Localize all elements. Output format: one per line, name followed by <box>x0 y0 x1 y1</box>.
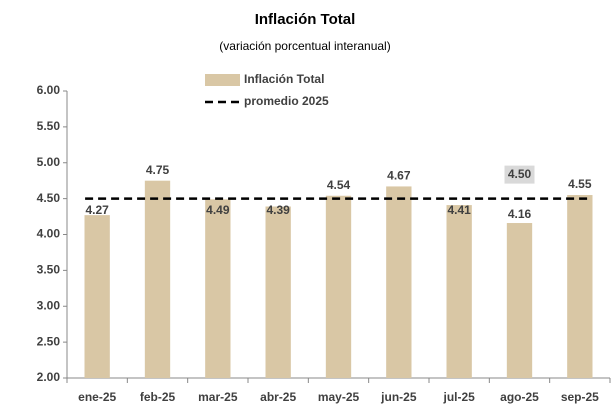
value-label: 4.16 <box>508 207 532 221</box>
x-tick-label: ago-25 <box>500 390 539 404</box>
y-tick-label: 5.50 <box>37 119 61 133</box>
value-label: 4.49 <box>206 203 230 217</box>
x-tick-label: jul-25 <box>442 390 475 404</box>
bar <box>567 195 593 378</box>
y-tick-label: 2.00 <box>37 370 61 384</box>
x-tick-label: ene-25 <box>78 390 116 404</box>
bar <box>144 180 171 378</box>
x-tick-label: sep-25 <box>561 390 599 404</box>
legend-label: Inflación Total <box>244 72 324 86</box>
value-label: 4.55 <box>568 177 592 191</box>
bar <box>205 199 231 378</box>
bar <box>506 223 533 378</box>
x-tick-label: feb-25 <box>140 390 176 404</box>
legend-swatch <box>205 74 240 86</box>
y-tick-label: 4.50 <box>37 191 61 205</box>
x-tick-label: may-25 <box>318 390 360 404</box>
y-tick-label: 3.50 <box>37 263 61 277</box>
bar <box>446 205 472 378</box>
average-label-box <box>504 165 535 184</box>
value-label: 4.54 <box>327 178 351 192</box>
average-label: 4.50 <box>508 167 532 181</box>
y-tick-label: 2.50 <box>37 334 61 348</box>
y-tick-label: 4.00 <box>37 227 61 241</box>
value-label: 4.41 <box>447 203 471 217</box>
x-tick-label: mar-25 <box>198 390 238 404</box>
bar <box>325 195 352 378</box>
chart-subtitle: (variación porcentual interanual) <box>219 39 390 53</box>
x-tick-label: jun-25 <box>380 390 417 404</box>
bar <box>84 215 110 378</box>
y-tick-label: 5.00 <box>37 155 61 169</box>
value-label: 4.75 <box>146 163 170 177</box>
bar <box>265 206 291 378</box>
bar <box>386 186 412 378</box>
value-label: 4.27 <box>85 203 109 217</box>
y-tick-label: 3.00 <box>37 298 61 312</box>
value-label: 4.67 <box>387 169 411 183</box>
legend-label: promedio 2025 <box>244 94 329 108</box>
x-tick-label: abr-25 <box>260 390 296 404</box>
value-label: 4.39 <box>266 203 290 217</box>
y-tick-label: 6.00 <box>37 83 61 97</box>
chart-title: Inflación Total <box>255 11 356 28</box>
